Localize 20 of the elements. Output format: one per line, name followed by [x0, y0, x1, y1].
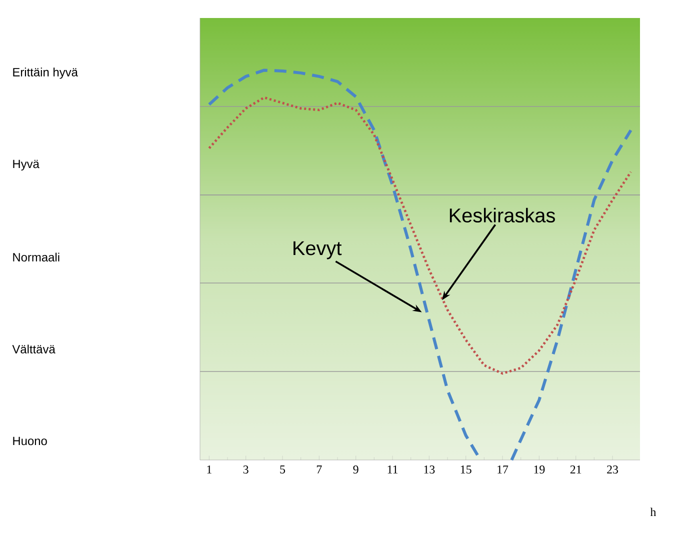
- x-tick-label: 3: [243, 466, 248, 474]
- text: Normaali: [13, 252, 60, 262]
- text: Välttävä: [12, 344, 56, 354]
- x-tick-label: 7: [316, 466, 322, 474]
- text: Huono: [13, 436, 47, 446]
- x-tick-label: 9: [353, 466, 358, 474]
- annotation: Keskiraskas: [450, 208, 555, 222]
- text: Erittäin hyvä: [13, 68, 78, 79]
- x-tick-label: 15: [460, 466, 472, 474]
- text: Hyvä: [13, 160, 40, 171]
- x-tick-label: 17: [498, 466, 508, 474]
- x-tick-label: 23: [607, 466, 618, 474]
- x-tick-label: 21: [570, 466, 582, 474]
- x-tick-label: 13: [424, 466, 435, 474]
- x-tick-label: 1: [207, 466, 212, 474]
- x-tick-label: 11: [388, 466, 398, 474]
- annotation: Kevyt: [294, 241, 342, 260]
- x-axis-title: h: [650, 508, 656, 516]
- x-tick-label: 19: [534, 466, 545, 474]
- x-tick-label: 5: [280, 466, 286, 474]
